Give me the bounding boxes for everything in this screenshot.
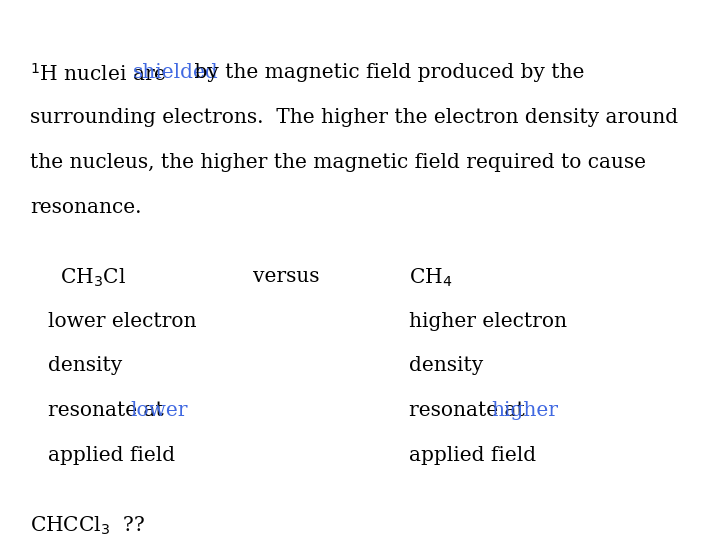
Text: applied field: applied field	[48, 446, 175, 465]
Text: resonate at: resonate at	[48, 401, 171, 420]
Text: lower: lower	[130, 401, 188, 420]
Text: applied field: applied field	[410, 446, 536, 465]
Text: resonance.: resonance.	[30, 198, 142, 217]
Text: versus: versus	[253, 267, 320, 286]
Text: surrounding electrons.  The higher the electron density around: surrounding electrons. The higher the el…	[30, 108, 678, 127]
Text: CH$_{4}$: CH$_{4}$	[410, 267, 453, 289]
Text: shielded: shielded	[133, 63, 219, 83]
Text: higher electron: higher electron	[410, 312, 567, 330]
Text: higher: higher	[492, 401, 559, 420]
Text: the nucleus, the higher the magnetic field required to cause: the nucleus, the higher the magnetic fie…	[30, 153, 646, 172]
Text: density: density	[48, 356, 122, 375]
Text: CH$_{3}$Cl: CH$_{3}$Cl	[60, 267, 126, 289]
Text: lower electron: lower electron	[48, 312, 197, 330]
Text: resonate at: resonate at	[410, 401, 531, 420]
Text: density: density	[410, 356, 484, 375]
Text: CHCCl$_{3}$  ??: CHCCl$_{3}$ ??	[30, 515, 145, 537]
Text: by the magnetic field produced by the: by the magnetic field produced by the	[188, 63, 584, 83]
Text: $^{1}$H nuclei are: $^{1}$H nuclei are	[30, 63, 168, 85]
